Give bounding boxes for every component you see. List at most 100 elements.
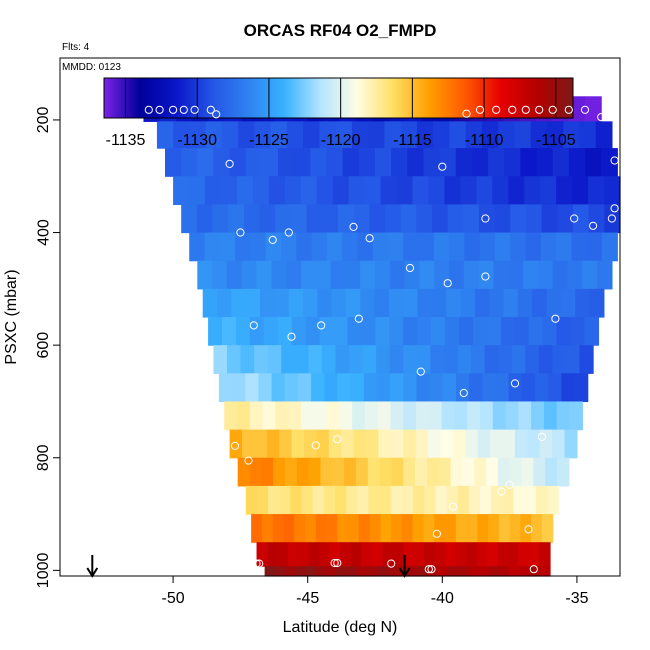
heatmap-cell (345, 260, 361, 290)
heatmap-cell (337, 204, 355, 234)
heatmap-cell (291, 317, 307, 346)
observation-point (589, 221, 598, 230)
heatmap-cell (482, 373, 497, 403)
heatmap-cell (416, 204, 433, 234)
heatmap-cell (326, 514, 338, 543)
heatmap-cell (423, 514, 435, 543)
heatmap-cell (232, 373, 246, 403)
heatmap-cell (288, 288, 304, 318)
heatmap-cell (277, 542, 289, 567)
heatmap-cell (197, 148, 215, 177)
heatmap-cell (227, 345, 242, 374)
heatmap-cell (498, 345, 513, 374)
observation-point (481, 214, 490, 223)
heatmap-cell (520, 148, 538, 177)
date-note: MMDD: 0123 (62, 62, 121, 73)
heatmap-cell (379, 457, 393, 487)
observation-point (190, 105, 199, 114)
heatmap-cell (434, 260, 450, 290)
heatmap-cell (272, 514, 285, 543)
heatmap-cell (403, 317, 418, 346)
heatmap-cell (403, 401, 417, 431)
colorbar-tick-label: -1120 (321, 132, 361, 149)
heatmap-cell (476, 542, 488, 567)
heatmap-cell (508, 542, 520, 567)
heatmap-cell (268, 176, 286, 205)
heatmap-cell (539, 566, 551, 577)
heatmap-cell (181, 204, 198, 234)
heatmap-cell (328, 429, 342, 459)
heatmap-cell (524, 485, 537, 515)
heatmap-cell (529, 542, 541, 567)
heatmap-cell (495, 232, 511, 262)
heatmap-cell (466, 542, 478, 567)
heatmap-cell (245, 288, 261, 318)
heatmap-cell (390, 429, 404, 459)
heatmap-cell (284, 176, 302, 205)
heatmap-cell (423, 148, 441, 177)
heatmap-cell (455, 542, 467, 567)
heatmap-cell (440, 429, 454, 459)
heatmap-cell (315, 260, 332, 290)
heatmap-cell (548, 373, 562, 403)
heatmap-cell (264, 566, 276, 577)
heatmap-cell (466, 514, 478, 543)
heatmap-cell (197, 260, 213, 290)
heatmap-cell (487, 542, 499, 567)
observation-point (505, 480, 514, 489)
heatmap-cell (325, 566, 337, 577)
heatmap-cell (570, 317, 586, 346)
heatmap-cell (407, 566, 419, 577)
heatmap-cell (319, 121, 337, 149)
observation-point (349, 222, 358, 231)
heatmap-cell (478, 204, 496, 234)
heatmap-cell (344, 457, 357, 487)
heatmap-cell (267, 542, 279, 567)
heatmap-cell (274, 288, 290, 318)
heatmap-cell (444, 176, 461, 205)
heatmap-cell (363, 373, 378, 403)
flights-note: Flts: 4 (62, 42, 90, 53)
heatmap-cell (412, 514, 425, 543)
observation-point (252, 559, 261, 568)
heatmap-cell (464, 232, 481, 262)
heatmap-cell (524, 176, 541, 205)
heatmap-cell (415, 429, 429, 459)
heatmap-cell (316, 429, 330, 459)
heatmap-cell (208, 317, 223, 346)
heatmap-cell (266, 429, 280, 459)
x-tick-label: -35 (565, 590, 588, 607)
heatmap-cell (387, 232, 404, 262)
heatmap-cell (478, 566, 490, 577)
heatmap-cell (229, 429, 243, 459)
heatmap-cell (403, 429, 417, 459)
heatmap-cell (416, 345, 431, 374)
heatmap-cell (532, 288, 548, 318)
heatmap-cell (300, 260, 317, 290)
heatmap-cell (189, 232, 206, 262)
heatmap-cell (391, 148, 408, 177)
heatmap-cell (488, 514, 500, 543)
heatmap-cell (261, 148, 279, 177)
observation-point (551, 314, 560, 323)
heatmap-cell (538, 345, 554, 374)
heatmap-cell (572, 204, 590, 234)
heatmap-cell (565, 345, 581, 374)
observation-point (607, 214, 617, 223)
heatmap-cell (465, 429, 479, 459)
heatmap-cell (221, 121, 239, 149)
observation-point (564, 105, 573, 114)
heatmap-cell (509, 457, 523, 487)
heatmap-cell (595, 121, 613, 149)
observation-point (330, 558, 339, 568)
heatmap-cell (245, 148, 263, 177)
observation-point (268, 235, 277, 244)
heatmap-cell (356, 566, 368, 577)
heatmap-cell (458, 566, 470, 577)
heatmap-cell (258, 373, 273, 403)
heatmap-cell (419, 260, 435, 290)
heatmap-cell (303, 121, 321, 149)
heatmap-cell (474, 288, 490, 318)
heatmap-cell (205, 176, 222, 205)
heatmap-cell (284, 373, 299, 403)
